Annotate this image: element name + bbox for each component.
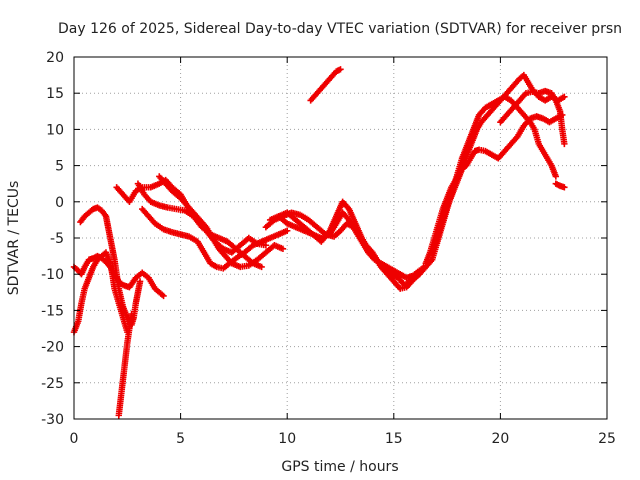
y-axis-label: SDTVAR / TECUs: [6, 181, 22, 296]
y-tick-label: 20: [46, 50, 64, 66]
data-point: [561, 184, 568, 191]
x-tick-label: 25: [598, 431, 616, 447]
data-point: [337, 66, 344, 73]
axis-ticks: [73, 56, 608, 420]
y-tick-label: 15: [46, 86, 64, 102]
data-point: [136, 278, 144, 285]
y-tick-label: -30: [41, 412, 64, 428]
data-point: [552, 173, 560, 180]
data-point: [262, 242, 270, 249]
data-point: [279, 245, 287, 253]
x-tick-label: 5: [176, 431, 185, 447]
y-tick-label: 0: [55, 195, 64, 211]
data-point: [284, 227, 291, 234]
tick-labels: 0 5 10 15 20 25 -30 -25 -20 -15 -10 -5 0 5 10 15 20: [41, 50, 616, 447]
y-tick-label: 5: [55, 159, 64, 175]
data-point: [258, 263, 265, 271]
x-axis-label: GPS time / hours: [281, 459, 398, 475]
data-point: [561, 93, 568, 101]
data-point: [160, 292, 167, 300]
data-points: [70, 66, 568, 419]
x-tick-label: 0: [70, 431, 79, 447]
x-tick-label: 15: [385, 431, 403, 447]
y-tick-label: -10: [41, 267, 64, 283]
y-tick-label: -5: [50, 231, 64, 247]
plot-frame: [73, 56, 608, 420]
y-tick-label: -20: [41, 340, 64, 356]
y-tick-label: -15: [41, 303, 64, 319]
x-tick-label: 20: [491, 431, 509, 447]
data-point: [561, 140, 568, 148]
x-tick-label: 10: [278, 431, 296, 447]
data-point: [128, 310, 135, 318]
y-tick-label: 10: [46, 122, 64, 138]
chart-title: Day 126 of 2025, Sidereal Day-to-day VTE…: [58, 21, 622, 37]
grid-lines: [74, 57, 607, 419]
y-tick-label: -25: [41, 376, 64, 392]
